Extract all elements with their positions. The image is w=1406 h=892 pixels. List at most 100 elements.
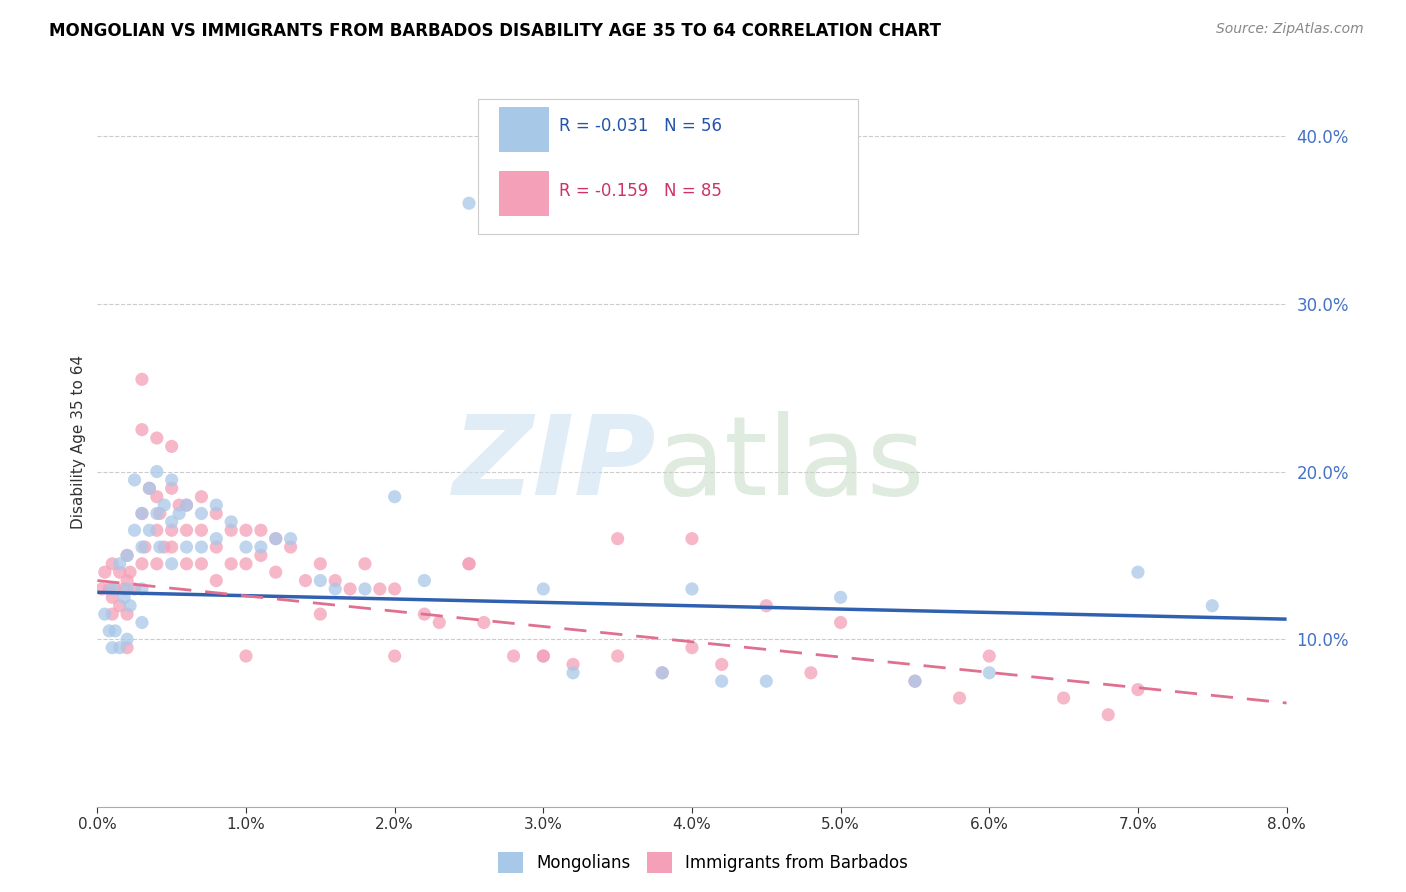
FancyBboxPatch shape: [499, 171, 550, 216]
Point: [94, 607, 117, 621]
Point: [112, 582, 135, 596]
Point: [176, 498, 198, 512]
Point: [101, 640, 124, 655]
Point: [176, 540, 198, 554]
Point: [339, 582, 361, 596]
Point: [190, 523, 212, 537]
Point: [160, 557, 183, 571]
Point: [115, 640, 138, 655]
Point: [531, 648, 554, 663]
Text: atlas: atlas: [657, 410, 925, 517]
Point: [146, 431, 169, 445]
Point: [131, 372, 153, 386]
Point: [146, 523, 169, 537]
Point: [205, 532, 228, 546]
Point: [681, 532, 703, 546]
Point: [167, 507, 190, 521]
Point: [1097, 707, 1119, 722]
Point: [323, 582, 346, 596]
Point: [979, 648, 1001, 663]
Point: [205, 540, 228, 554]
Point: [354, 582, 377, 596]
Point: [160, 515, 183, 529]
Point: [160, 540, 183, 554]
Point: [294, 574, 316, 588]
Point: [710, 674, 733, 689]
Point: [124, 523, 146, 537]
Point: [681, 640, 703, 655]
Point: [384, 648, 406, 663]
Point: [205, 574, 228, 588]
Point: [235, 648, 257, 663]
Point: [235, 523, 257, 537]
Point: [115, 632, 138, 647]
Point: [160, 481, 183, 495]
Point: [681, 582, 703, 596]
Point: [124, 473, 146, 487]
Point: [146, 507, 169, 521]
Point: [190, 507, 212, 521]
Point: [101, 607, 124, 621]
Point: [160, 523, 183, 537]
Point: [190, 557, 212, 571]
Point: [458, 196, 481, 211]
Point: [250, 540, 273, 554]
Point: [120, 565, 142, 579]
Point: [112, 591, 135, 605]
Point: [149, 540, 172, 554]
Point: [176, 498, 198, 512]
Point: [830, 615, 852, 630]
Point: [235, 557, 257, 571]
Point: [235, 540, 257, 554]
Point: [101, 582, 124, 596]
Point: [153, 540, 176, 554]
Point: [280, 532, 302, 546]
Point: [131, 423, 153, 437]
Point: [800, 665, 823, 680]
Point: [264, 532, 287, 546]
Point: [904, 674, 927, 689]
Point: [146, 465, 169, 479]
Point: [115, 607, 138, 621]
Point: [98, 624, 121, 638]
Point: [115, 582, 138, 596]
Point: [98, 582, 121, 596]
Point: [562, 657, 585, 672]
Point: [413, 574, 436, 588]
Point: [606, 532, 628, 546]
Text: ZIP: ZIP: [453, 410, 657, 517]
Point: [979, 665, 1001, 680]
Point: [131, 507, 153, 521]
Point: [115, 549, 138, 563]
Point: [531, 582, 554, 596]
Point: [710, 657, 733, 672]
Point: [205, 507, 228, 521]
Point: [146, 557, 169, 571]
Point: [108, 557, 131, 571]
Point: [108, 565, 131, 579]
Text: Source: ZipAtlas.com: Source: ZipAtlas.com: [1216, 22, 1364, 37]
Point: [250, 523, 273, 537]
Point: [427, 615, 450, 630]
Point: [131, 615, 153, 630]
Point: [190, 540, 212, 554]
Point: [368, 582, 391, 596]
Point: [101, 557, 124, 571]
Point: [472, 615, 495, 630]
Point: [1126, 682, 1149, 697]
Point: [413, 607, 436, 621]
Point: [115, 549, 138, 563]
Point: [190, 490, 212, 504]
Point: [755, 674, 778, 689]
Point: [531, 648, 554, 663]
Point: [606, 648, 628, 663]
Point: [104, 582, 127, 596]
Point: [138, 523, 160, 537]
Point: [219, 523, 242, 537]
Point: [458, 557, 481, 571]
Point: [1126, 565, 1149, 579]
Point: [120, 599, 142, 613]
FancyBboxPatch shape: [499, 107, 550, 152]
Point: [219, 557, 242, 571]
Point: [160, 439, 183, 453]
